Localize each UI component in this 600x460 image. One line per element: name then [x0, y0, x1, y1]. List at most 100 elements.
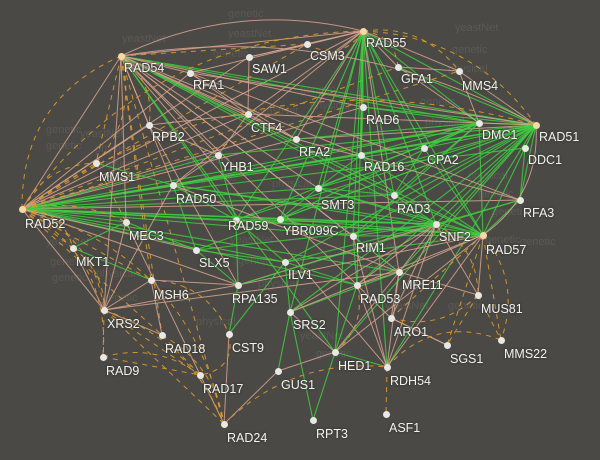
node-ddc1[interactable] — [521, 144, 529, 152]
edge-predicted — [95, 162, 127, 223]
node-msh6[interactable] — [147, 276, 155, 284]
edge-genetic — [279, 187, 319, 220]
node-rad57[interactable] — [479, 231, 487, 239]
edge-arc-physical — [120, 19, 364, 57]
node-label-rad17: RAD17 — [203, 382, 244, 396]
edge-physical — [148, 113, 249, 126]
node-rad24[interactable] — [220, 420, 228, 428]
node-label-rad57: RAD57 — [486, 243, 527, 257]
node-rad3[interactable] — [390, 191, 398, 199]
edge-physical — [148, 124, 239, 286]
node-rad16[interactable] — [357, 151, 365, 159]
node-dmc1[interactable] — [475, 119, 483, 127]
node-saw1[interactable] — [245, 53, 253, 61]
node-ybr099c[interactable] — [276, 215, 284, 223]
node-rad54[interactable] — [117, 52, 125, 60]
edge-genetic — [235, 219, 484, 236]
node-label-rad24: RAD24 — [227, 431, 268, 445]
edge-physical — [103, 271, 400, 311]
node-rad53[interactable] — [353, 281, 361, 289]
node-label-ddc1: DDC1 — [528, 153, 563, 167]
edge-genetic — [317, 30, 364, 189]
node-mms22[interactable] — [497, 336, 505, 344]
node-rim1[interactable] — [349, 232, 357, 240]
node-label-rad59: RAD59 — [228, 219, 269, 233]
node-label-saw1: SAW1 — [252, 62, 287, 76]
node-smt3[interactable] — [314, 184, 322, 192]
node-mus81[interactable] — [474, 291, 482, 299]
node-rad18[interactable] — [158, 331, 166, 339]
node-rpt3[interactable] — [309, 416, 317, 424]
node-rfa3[interactable] — [516, 196, 524, 204]
node-hed1[interactable] — [331, 348, 339, 356]
node-rfa2[interactable] — [292, 135, 300, 143]
node-mms1[interactable] — [92, 159, 100, 167]
edge-physical — [289, 311, 336, 353]
node-csm3[interactable] — [303, 40, 311, 48]
node-ilv1[interactable] — [281, 258, 289, 266]
node-rad55[interactable] — [359, 27, 367, 35]
node-label-rad54: RAD54 — [124, 61, 165, 75]
node-cpa2[interactable] — [420, 144, 428, 152]
node-rdh54[interactable] — [383, 363, 391, 371]
node-label-cst9: CST9 — [232, 341, 264, 355]
edge-genetic — [362, 106, 537, 126]
edge-genetic — [125, 221, 197, 251]
edge-genetic — [172, 184, 437, 225]
node-yhb1[interactable] — [214, 151, 222, 159]
edge-genetic — [334, 124, 537, 353]
edge-genetic — [435, 124, 537, 225]
edge-predicted — [21, 70, 460, 210]
node-label-hed1: HED1 — [338, 359, 372, 373]
edge-genetic — [334, 30, 364, 353]
node-slx5[interactable] — [192, 246, 200, 254]
node-sgs1[interactable] — [443, 341, 451, 349]
edge-physical — [277, 351, 336, 372]
node-rad9[interactable] — [99, 353, 107, 361]
node-mkt1[interactable] — [69, 244, 77, 252]
edge-genetic — [397, 66, 537, 126]
node-rpa135[interactable] — [234, 281, 242, 289]
edge-predicted — [102, 309, 105, 358]
node-ctf4[interactable] — [244, 110, 252, 118]
node-rad50[interactable] — [169, 181, 177, 189]
node-label-ctf4: CTF4 — [251, 121, 283, 135]
edge-physical — [120, 55, 388, 368]
edge-genetic — [235, 219, 286, 263]
edge-genetic — [284, 261, 358, 286]
node-rad52[interactable] — [18, 205, 26, 213]
edge-genetic — [386, 124, 537, 368]
edge-physical — [172, 184, 400, 273]
edge-physical — [120, 55, 362, 156]
edge-genetic — [317, 187, 437, 225]
edge-arc-predicted — [21, 208, 74, 249]
edge-physical — [21, 199, 521, 210]
edge-physical — [120, 30, 364, 57]
node-mre11[interactable] — [395, 268, 403, 276]
edge-genetic — [95, 162, 174, 186]
edge-genetic — [352, 235, 400, 273]
node-asf1[interactable] — [382, 410, 390, 418]
node-rad17[interactable] — [196, 371, 204, 379]
node-rfa1[interactable] — [186, 69, 194, 77]
node-rad6[interactable] — [359, 103, 367, 111]
node-rad51[interactable] — [532, 121, 540, 129]
node-xrs2[interactable] — [100, 306, 108, 314]
node-rpb2[interactable] — [145, 121, 153, 129]
node-gus1[interactable] — [274, 367, 282, 375]
node-mec3[interactable] — [122, 218, 130, 226]
node-srs2[interactable] — [286, 308, 294, 316]
edge-genetic — [393, 147, 425, 196]
node-aro1[interactable] — [387, 314, 395, 322]
node-cst9[interactable] — [225, 330, 233, 338]
node-label-ilv1: ILV1 — [288, 268, 313, 282]
node-mms4[interactable] — [455, 67, 463, 75]
edge-physical — [390, 223, 437, 319]
node-rad59[interactable] — [232, 216, 240, 224]
node-label-mkt1: MKT1 — [76, 255, 110, 269]
node-snf2[interactable] — [432, 220, 440, 228]
node-gfa1[interactable] — [394, 63, 402, 71]
edge-arc-predicted — [223, 365, 388, 425]
